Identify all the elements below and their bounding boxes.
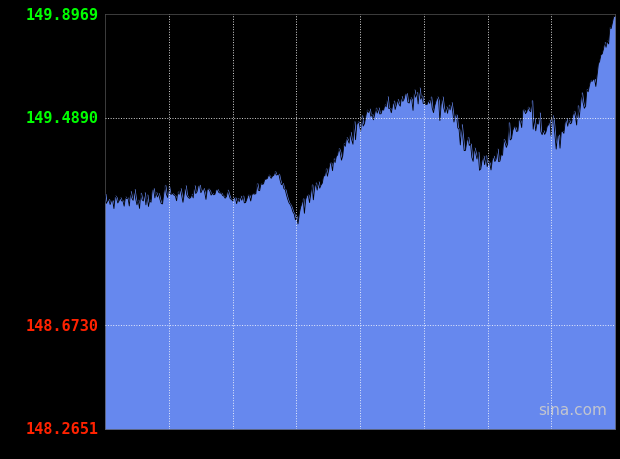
Text: 148.6730: 148.6730 bbox=[26, 318, 99, 333]
Bar bbox=[105, 387, 615, 390]
Text: 148.2651: 148.2651 bbox=[26, 421, 99, 437]
Bar bbox=[105, 408, 615, 413]
Bar bbox=[105, 393, 615, 397]
Bar bbox=[105, 413, 615, 418]
Bar bbox=[105, 403, 615, 408]
Text: 149.8969: 149.8969 bbox=[26, 7, 99, 22]
Bar bbox=[105, 390, 615, 393]
Bar bbox=[105, 397, 615, 403]
Bar bbox=[105, 423, 615, 429]
Text: 149.4890: 149.4890 bbox=[26, 111, 99, 126]
Text: sina.com: sina.com bbox=[539, 402, 608, 417]
Bar bbox=[105, 418, 615, 423]
